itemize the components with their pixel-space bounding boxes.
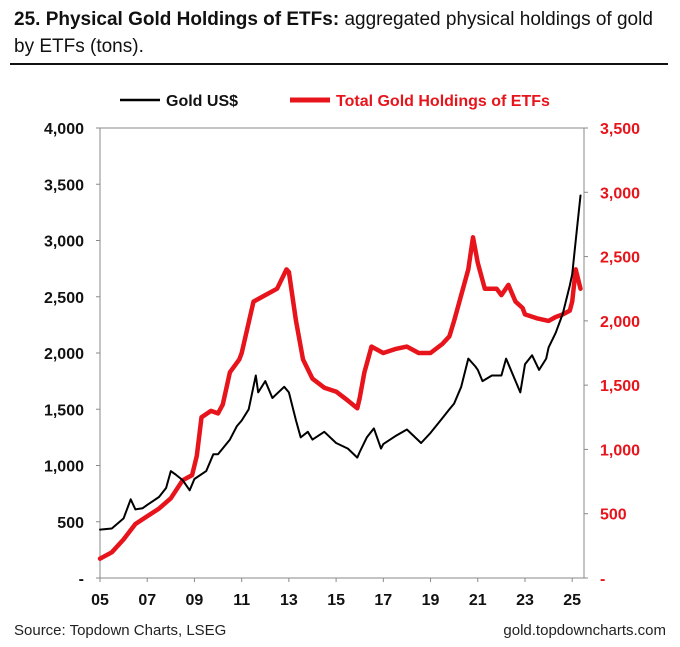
- y-axis-left: - 500 1,000 1,500 2,000 2,500 3,000 3,500 4,000: [44, 121, 100, 588]
- y-right-tick-label: 2,500: [600, 250, 640, 267]
- series-lines: [97, 194, 583, 561]
- plot-frame: [99, 127, 585, 579]
- x-tick-label: 17: [374, 592, 392, 609]
- y-left-tick-label: -: [79, 571, 84, 588]
- y-left-tick-label: 2,500: [44, 290, 84, 307]
- y-left-tick-label: 2,000: [44, 346, 84, 363]
- chart-title-rest: aggregated physical holdings of gold by …: [14, 9, 653, 57]
- x-tick-label: 21: [469, 592, 487, 609]
- y-left-tick-label: 3,500: [44, 177, 84, 194]
- y-left-tick-label: 500: [57, 515, 84, 532]
- y-right-tick-label: 500: [600, 507, 627, 524]
- title-divider: [10, 63, 668, 65]
- website-link[interactable]: gold.topdowncharts.com: [503, 622, 666, 639]
- x-tick-label: 05: [91, 592, 109, 609]
- x-tick-label: 07: [138, 592, 156, 609]
- y-left-tick-label: 3,000: [44, 234, 84, 251]
- y-right-tick-label: -: [600, 571, 605, 588]
- y-right-tick-label: 2,000: [600, 314, 640, 331]
- plot-border: [99, 127, 585, 579]
- y-left-tick-label: 1,000: [44, 459, 84, 476]
- y-right-tick-label: 1,000: [600, 442, 640, 459]
- x-tick-label: 19: [422, 592, 440, 609]
- legend-label-gold: Gold US$: [166, 93, 238, 110]
- chart-title-bold: 25. Physical Gold Holdings of ETFs:: [14, 9, 340, 30]
- chart-title: 25. Physical Gold Holdings of ETFs: aggr…: [14, 6, 664, 60]
- legend: Gold US$ Total Gold Holdings of ETFs: [120, 93, 550, 110]
- y-left-tick-label: 1,500: [44, 402, 84, 419]
- gold-price-line: [99, 194, 582, 531]
- y-left-tick-label: 4,000: [44, 121, 84, 138]
- x-tick-label: 25: [563, 592, 581, 609]
- x-axis: 05 07 09 11 13 15 17 19 21 23 25: [91, 578, 581, 609]
- y-right-tick-label: 3,000: [600, 185, 640, 202]
- x-tick-label: 11: [233, 592, 250, 609]
- legend-label-etf: Total Gold Holdings of ETFs: [336, 93, 550, 110]
- source-note: Source: Topdown Charts, LSEG: [14, 622, 227, 639]
- y-right-tick-label: 1,500: [600, 378, 640, 395]
- etf-holdings-line: [97, 235, 583, 561]
- x-tick-label: 23: [516, 592, 534, 609]
- x-tick-label: 09: [186, 592, 204, 609]
- y-right-tick-label: 3,500: [600, 121, 640, 138]
- y-axis-right: - 500 1,000 1,500 2,000 2,500 3,000 3,500: [584, 121, 640, 588]
- x-tick-label: 13: [280, 592, 298, 609]
- x-tick-label: 15: [327, 592, 345, 609]
